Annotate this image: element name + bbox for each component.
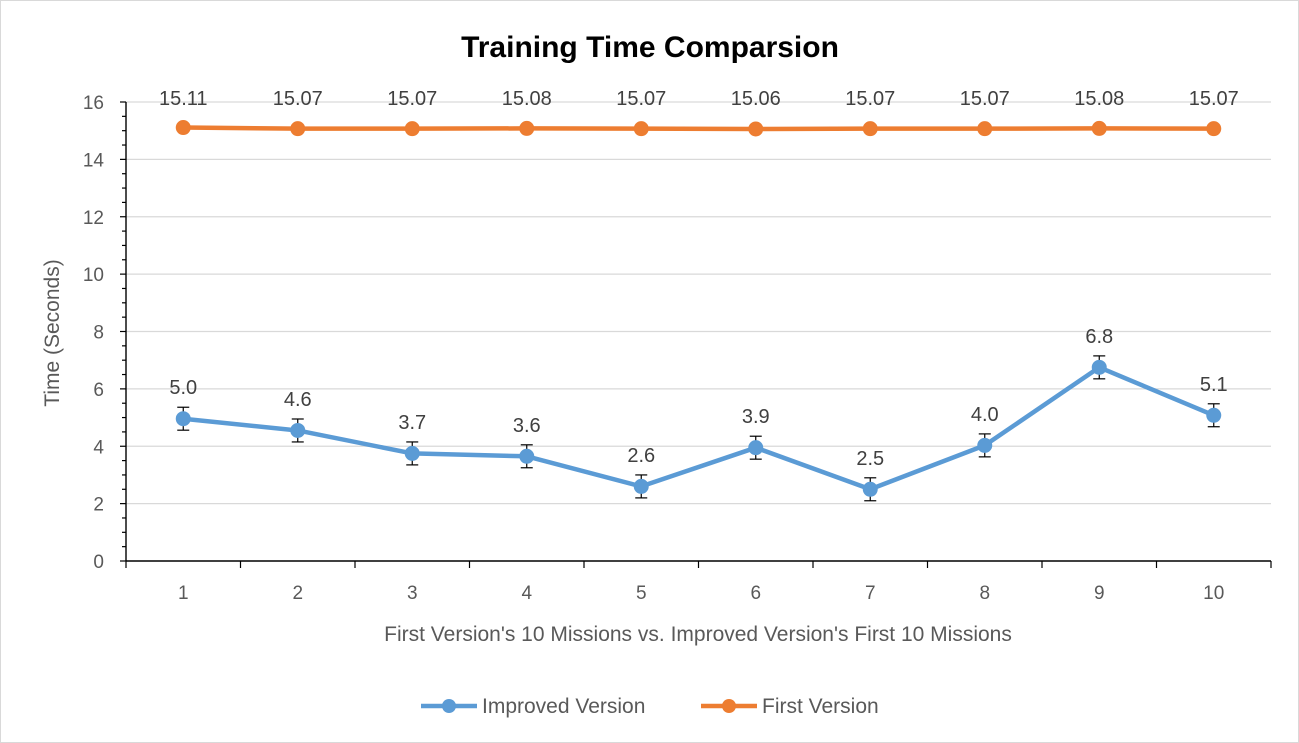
data-label: 5.1 xyxy=(1200,374,1228,396)
data-point xyxy=(175,411,191,427)
legend-item-improved-version: Improved Version xyxy=(421,695,645,718)
x-tick-label: 5 xyxy=(636,583,647,604)
series-improved-version: 5.0 4.6 3.7 3.6 2.6 3.9 2.5 4.0 6.8 5.1 xyxy=(169,326,1228,502)
chart-title: Training Time Comparsion xyxy=(461,31,839,64)
data-label: 4.0 xyxy=(971,404,999,426)
data-label: 15.08 xyxy=(1074,88,1124,110)
x-tick-label: 7 xyxy=(865,583,876,604)
y-tick-label: 0 xyxy=(93,552,104,573)
data-point xyxy=(862,121,878,137)
legend: Improved Version First Version xyxy=(421,695,879,718)
data-point xyxy=(519,448,535,464)
data-label: 5.0 xyxy=(169,377,197,399)
data-label: 6.8 xyxy=(1085,326,1113,348)
y-axis-label: Time (Seconds) xyxy=(41,259,64,406)
series-line xyxy=(183,125,1214,132)
data-point xyxy=(748,440,764,456)
data-label: 2.5 xyxy=(856,448,884,470)
y-tick-label: 8 xyxy=(93,323,104,344)
data-label: 15.07 xyxy=(1189,88,1239,110)
legend-swatch-marker xyxy=(722,699,736,713)
data-label: 3.7 xyxy=(398,412,426,434)
data-label: 3.9 xyxy=(742,406,770,428)
legend-swatch-marker xyxy=(442,699,456,713)
x-tick-label: 6 xyxy=(750,583,761,604)
data-point xyxy=(748,121,764,137)
series-first-version: 15.11 15.07 15.07 15.08 15.07 15.06 15.07 15.07… xyxy=(159,88,1239,137)
data-label: 15.06 xyxy=(731,88,781,110)
data-point xyxy=(519,120,535,136)
x-tick-label: 1 xyxy=(178,583,189,604)
data-label: 3.6 xyxy=(513,415,541,437)
data-label: 15.07 xyxy=(616,88,666,110)
data-point xyxy=(404,445,420,461)
y-tick-label: 16 xyxy=(83,93,104,114)
legend-item-first-version: First Version xyxy=(701,695,879,718)
x-tick-label: 8 xyxy=(979,583,990,604)
y-tick-label: 10 xyxy=(83,265,104,286)
x-tick-label: 3 xyxy=(407,583,418,604)
data-point xyxy=(977,437,993,453)
series-layer: 5.0 4.6 3.7 3.6 2.6 3.9 2.5 4.0 6.8 5.1 15.11 15.07… xyxy=(159,88,1239,502)
legend-label: Improved Version xyxy=(482,695,645,718)
data-point xyxy=(404,121,420,137)
x-axis-label: First Version's 10 Missions vs. Improved… xyxy=(384,623,1012,646)
data-point xyxy=(175,120,191,136)
data-point xyxy=(862,481,878,497)
data-label: 15.07 xyxy=(273,88,323,110)
data-label: 15.07 xyxy=(845,88,895,110)
series-line xyxy=(183,365,1215,492)
data-label: 15.11 xyxy=(159,88,208,110)
data-label: 15.08 xyxy=(502,88,552,110)
data-label: 15.07 xyxy=(387,88,437,110)
y-tick-label: 6 xyxy=(93,380,104,401)
data-point xyxy=(1091,120,1107,136)
data-point xyxy=(1206,407,1222,423)
data-point xyxy=(290,121,306,137)
data-point xyxy=(977,121,993,137)
data-point xyxy=(1206,121,1222,137)
y-tick-label: 4 xyxy=(93,437,104,458)
data-point xyxy=(290,422,306,438)
data-label: 15.07 xyxy=(960,88,1010,110)
gridlines xyxy=(126,101,1271,505)
legend-label: First Version xyxy=(762,695,879,718)
x-tick-labels: 1 2 3 4 5 6 7 8 9 10 xyxy=(178,583,1224,604)
data-point xyxy=(633,121,649,137)
data-label: 2.6 xyxy=(627,445,655,467)
y-tick-label: 12 xyxy=(83,208,104,229)
x-tick-label: 9 xyxy=(1094,583,1105,604)
y-tick-label: 14 xyxy=(83,150,105,171)
data-point xyxy=(633,478,649,494)
y-tick-label: 2 xyxy=(93,495,104,516)
data-label: 4.6 xyxy=(284,389,312,411)
x-tick-label: 10 xyxy=(1203,583,1224,604)
axes xyxy=(120,101,1272,568)
x-tick-label: 4 xyxy=(521,583,532,604)
y-tick-labels: 0 2 4 6 8 10 12 14 16 xyxy=(83,93,105,573)
x-tick-label: 2 xyxy=(292,583,303,604)
data-point xyxy=(1091,359,1107,375)
